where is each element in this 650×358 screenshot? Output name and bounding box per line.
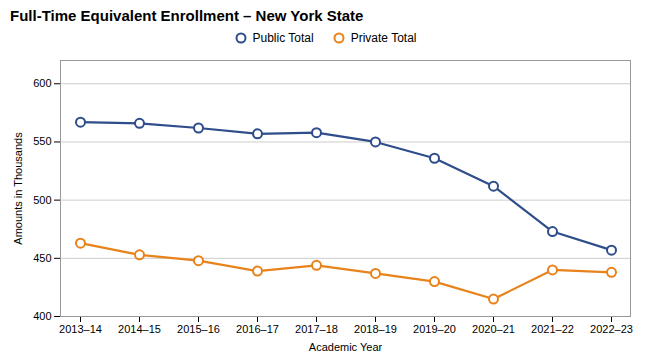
svg-text:450: 450: [33, 252, 51, 264]
html-text:Full-Time Equivalent Enrollmen: Full-Time Equivalent Enrollment – New Yo…: [10, 7, 364, 24]
svg-text:2014–15: 2014–15: [118, 323, 161, 335]
svg-text:500: 500: [33, 194, 51, 206]
svg-text:400: 400: [33, 310, 51, 322]
html-text:Private Total: Private Total: [350, 31, 417, 45]
svg-text:2016–17: 2016–17: [236, 323, 279, 335]
svg-text:Academic Year: Academic Year: [309, 341, 383, 353]
svg-text:2020–21: 2020–21: [472, 323, 515, 335]
svg-text:2021–22: 2021–22: [531, 323, 574, 335]
svg-text:600: 600: [33, 77, 51, 89]
svg-text:Amounts in Thousands: Amounts in Thousands: [12, 132, 24, 245]
svg-text:2022–23: 2022–23: [590, 323, 633, 335]
svg-text:2019–20: 2019–20: [413, 323, 456, 335]
svg-text:2017–18: 2017–18: [295, 323, 338, 335]
html-text:Public Total: Public Total: [252, 31, 314, 45]
svg-text:2018–19: 2018–19: [354, 323, 397, 335]
svg-text:2013–14: 2013–14: [59, 323, 102, 335]
svg-text:2015–16: 2015–16: [177, 323, 220, 335]
svg-text:550: 550: [33, 135, 51, 147]
